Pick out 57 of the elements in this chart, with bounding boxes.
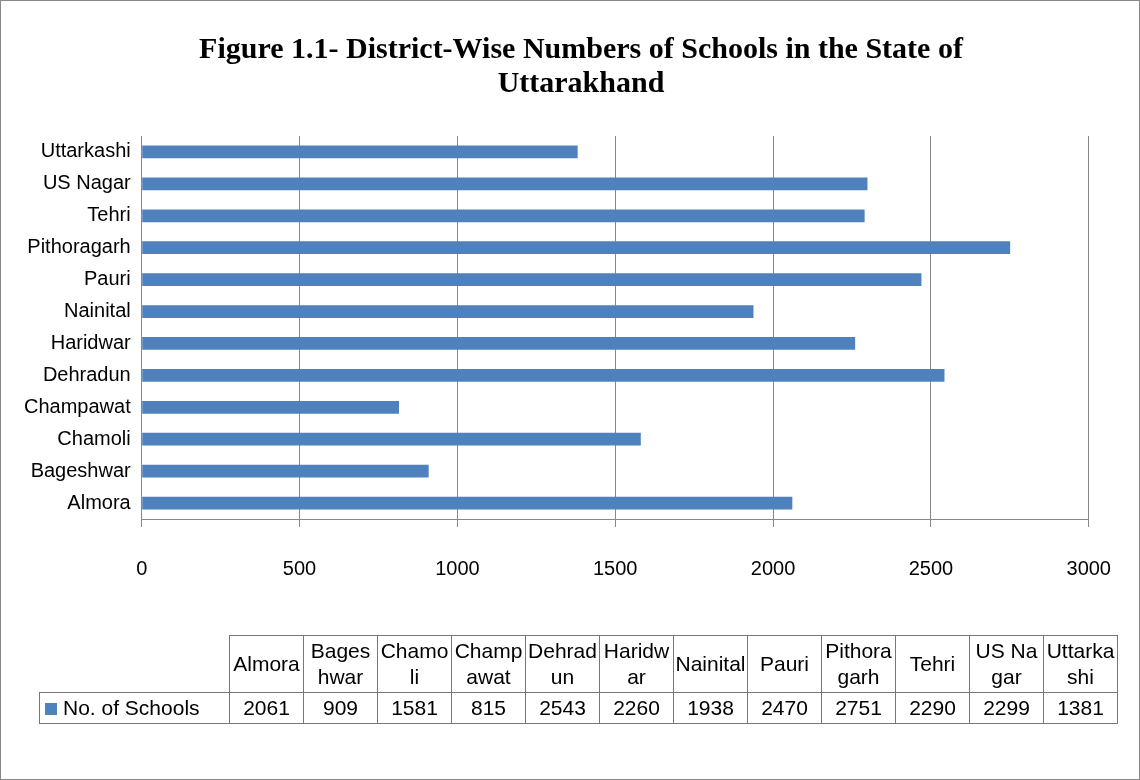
y-tick-label: Pithoragarh [27, 235, 131, 258]
category-label: Tehri [895, 635, 970, 693]
x-tick-label: 1000 [435, 556, 480, 579]
bar [142, 496, 793, 510]
bar [142, 337, 856, 350]
category-label: Chamoli [377, 635, 452, 693]
data-label: 2543 [525, 692, 600, 724]
bar [142, 209, 865, 223]
data-label: 2061 [229, 692, 304, 724]
category-label: Haridwar [599, 635, 674, 693]
data-label: 909 [303, 692, 378, 724]
category-label: Nainital [673, 635, 748, 693]
category-label: Bageshwar [303, 635, 378, 693]
y-tick-label: US Nagar [42, 171, 132, 194]
bar [142, 241, 1011, 255]
legend-label: No. of Schools [39, 692, 230, 724]
data-label: 1938 [673, 692, 748, 724]
data-label: 2299 [969, 692, 1044, 724]
category-label: Almora [229, 635, 304, 693]
x-tick-label: 0 [136, 556, 148, 579]
x-tick-label: 3000 [1066, 556, 1111, 579]
y-tick-label: Haridwar [50, 330, 132, 353]
bar [142, 400, 399, 414]
x-tick-label: 2500 [908, 556, 954, 579]
y-tick-label: Nainital [64, 299, 131, 322]
y-tick-label: Tehri [87, 203, 131, 226]
bar [142, 145, 578, 159]
data-label: 1581 [377, 692, 452, 724]
bar [142, 464, 429, 478]
chart-title: Figure 1.1- District-Wise Numbers of Schools in the State of Uttarakhand [198, 31, 965, 99]
category-label: Dehradun [525, 635, 600, 693]
data-label: 2751 [821, 692, 896, 724]
y-tick-label: Bageshwar [30, 458, 132, 481]
bar [142, 177, 868, 191]
y-tick-label: Pauri [84, 267, 131, 290]
category-label: Uttarkashi [1043, 635, 1118, 693]
bar [142, 432, 641, 446]
y-tick-label: Almora [67, 490, 132, 513]
data-label: 2290 [895, 692, 970, 724]
category-label: Champawat [451, 635, 526, 693]
x-tick-label: 2000 [750, 556, 796, 579]
y-tick-label: Chamoli [57, 426, 131, 449]
data-label: 1381 [1043, 692, 1118, 724]
bar [142, 368, 945, 382]
data-label: 2260 [599, 692, 674, 724]
bar [142, 305, 754, 318]
bar [142, 273, 922, 287]
data-label: 2470 [747, 692, 822, 724]
category-label: Pithoragarh [821, 635, 896, 693]
y-tick-label: Champawat [24, 394, 132, 417]
x-tick-label: 500 [282, 556, 317, 579]
category-label: Pauri [747, 635, 822, 693]
x-tick-label: 1500 [592, 556, 638, 579]
category-label: US Nagar [969, 635, 1044, 693]
y-tick-label: Dehradun [42, 362, 131, 385]
y-tick-label: Uttarkashi [40, 139, 131, 162]
data-label: 815 [451, 692, 526, 724]
